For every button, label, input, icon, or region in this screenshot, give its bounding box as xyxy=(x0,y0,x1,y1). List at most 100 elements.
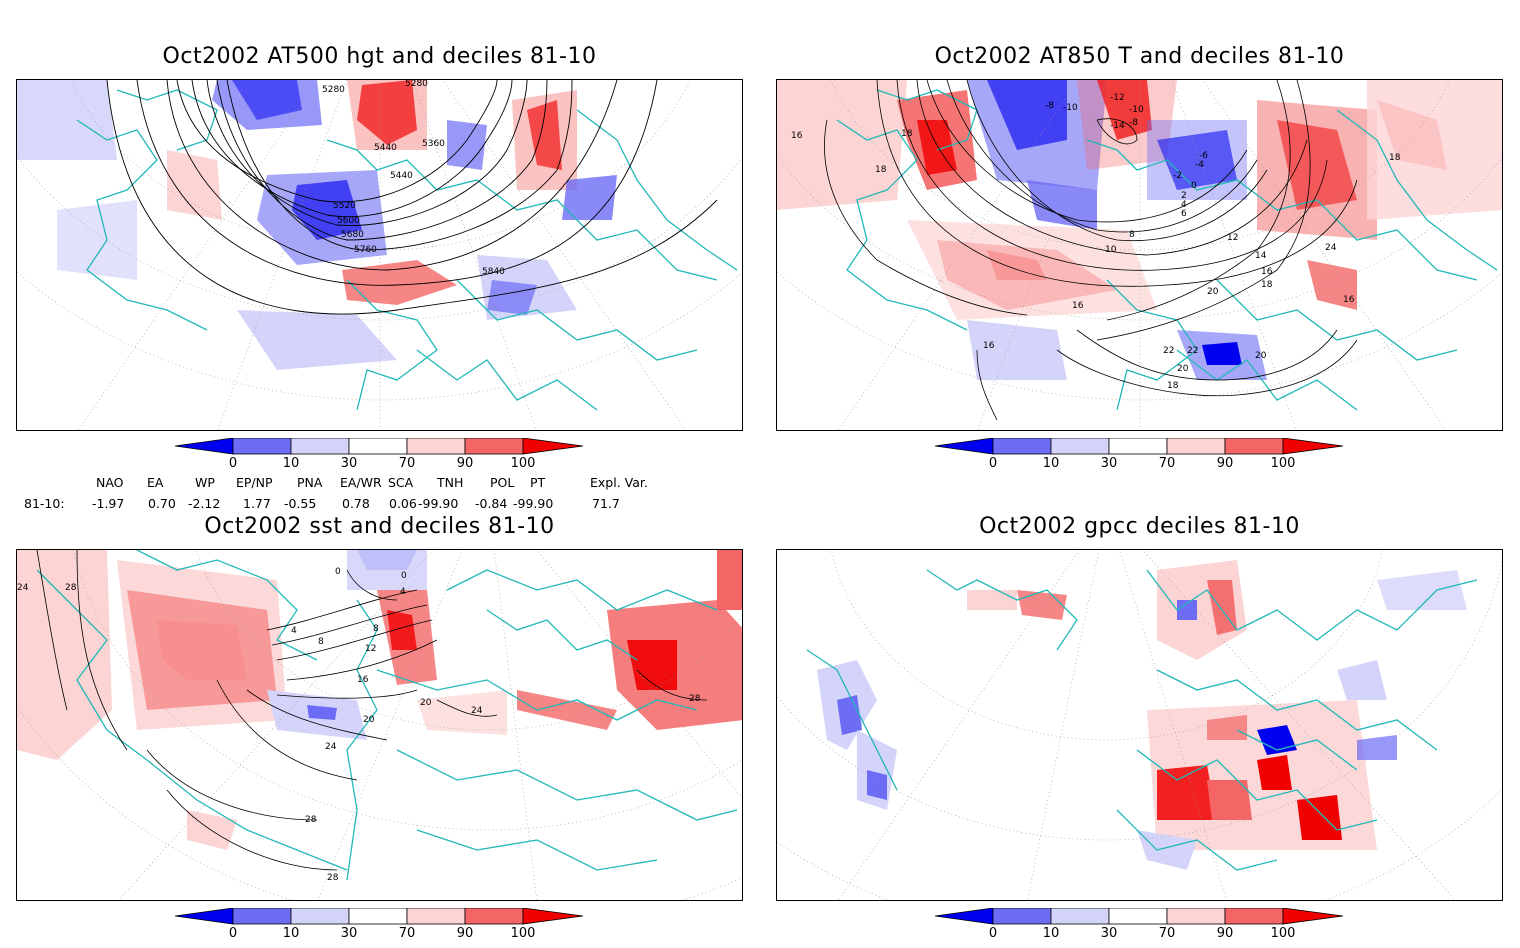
index-header: Expl. Var. xyxy=(590,475,648,490)
contour-label: 24 xyxy=(1325,243,1337,253)
contour-label: 28 xyxy=(689,694,701,704)
index-value-row: 81-10: -1.97 0.70 -2.12 1.77 -0.55 0.78 … xyxy=(0,496,700,512)
map-at500-hgt: 5280 5280 5360 5440 5440 5520 5600 5680 … xyxy=(16,79,743,431)
index-value: -0.84 xyxy=(475,496,508,511)
contour-label: 5760 xyxy=(354,245,377,255)
colorbar-label: 90 xyxy=(456,926,474,941)
colorbar-label: 90 xyxy=(456,456,474,471)
index-value: 1.77 xyxy=(243,496,271,511)
contour-label: 20 xyxy=(420,698,432,708)
contour-labels: 5280 5280 5360 5440 5440 5520 5600 5680 … xyxy=(322,80,505,277)
contour-label: 12 xyxy=(1227,233,1238,243)
panel-title-sst: Oct2002 sst and deciles 81-10 xyxy=(204,514,555,539)
contour-label: 20 xyxy=(1207,287,1219,297)
contour-label: -8 xyxy=(1129,118,1138,128)
index-header: WP xyxy=(195,475,215,490)
contour-labels: -12 -8 -10 -14 -10 -8 -6 -4 -2 0 2 4 6 8… xyxy=(791,93,1401,391)
contour-label: -14 xyxy=(1110,121,1125,131)
contour-label: 24 xyxy=(17,583,29,593)
contour-label: 22 xyxy=(1163,346,1174,356)
map-grid xyxy=(17,550,742,900)
contour-label: 18 xyxy=(1389,153,1401,163)
contour-label: 0 xyxy=(335,567,341,577)
contour-label: -8 xyxy=(1045,101,1054,111)
colorbar-label: 70 xyxy=(1158,456,1176,471)
coastlines xyxy=(836,89,1498,411)
contour-label: 16 xyxy=(791,131,803,141)
index-value: -99.90 xyxy=(418,496,459,511)
map-grid xyxy=(777,550,1502,900)
contour-label: 18 xyxy=(1261,280,1273,290)
colorbar-label: 10 xyxy=(1042,926,1060,941)
coastlines xyxy=(806,569,1478,871)
contour-label: 0 xyxy=(401,571,407,581)
index-header: PNA xyxy=(297,475,323,490)
index-header: PT xyxy=(530,475,546,490)
index-value: 0.78 xyxy=(342,496,370,511)
colorbar-label: 100 xyxy=(1270,926,1296,941)
contour-label: 5440 xyxy=(390,171,413,181)
contour-label: 20 xyxy=(1177,364,1189,374)
map-sst: 24 28 0 0 4 4 8 8 12 16 20 20 24 24 28 2… xyxy=(16,549,743,901)
sst-contours xyxy=(36,550,708,871)
colorbar-label: 100 xyxy=(510,926,536,941)
contour-label: 4 xyxy=(1181,200,1187,210)
contour-label: 4 xyxy=(400,587,406,597)
temperature-contours xyxy=(824,80,1358,421)
index-header: NAO xyxy=(96,475,124,490)
colorbar-label: 70 xyxy=(398,456,416,471)
decile-shading xyxy=(817,560,1467,870)
colorbar-label: 100 xyxy=(1270,456,1296,471)
colorbar-label: 30 xyxy=(340,456,358,471)
index-header: POL xyxy=(490,475,515,490)
contour-label: 5440 xyxy=(374,143,397,153)
decile-shading xyxy=(17,550,742,850)
index-value: 0.06 xyxy=(389,496,417,511)
colorbar-bottom-right: 0 10 30 70 90 100 xyxy=(934,907,1355,948)
contour-label: 28 xyxy=(65,583,77,593)
colorbar-label: 0 xyxy=(988,926,998,941)
contour-label: 14 xyxy=(1255,251,1267,261)
colorbar-label: 90 xyxy=(1216,926,1234,941)
contour-label: 5280 xyxy=(322,85,345,95)
index-value: -0.55 xyxy=(284,496,317,511)
colorbar-label: 0 xyxy=(228,456,238,471)
contour-label: 5680 xyxy=(341,230,364,240)
contour-label: 18 xyxy=(901,129,913,139)
colorbar-label: 90 xyxy=(1216,456,1234,471)
coastlines xyxy=(76,89,738,411)
colorbar-label: 70 xyxy=(398,926,416,941)
contour-label: 16 xyxy=(357,675,369,685)
index-value: 0.70 xyxy=(148,496,176,511)
index-header: EP/NP xyxy=(236,475,273,490)
contour-label: -2 xyxy=(1173,171,1182,181)
colorbar-label: 10 xyxy=(1042,456,1060,471)
panel-title-at850: Oct2002 AT850 T and deciles 81-10 xyxy=(934,44,1345,69)
contour-label: 4 xyxy=(291,626,297,636)
contour-label: 20 xyxy=(1255,351,1267,361)
contour-label: 28 xyxy=(305,815,317,825)
contour-label: 8 xyxy=(373,624,379,634)
index-header: SCA xyxy=(388,475,414,490)
index-row-label: 81-10: xyxy=(24,496,65,511)
panel-title-gpcc: Oct2002 gpcc deciles 81-10 xyxy=(979,514,1300,539)
contour-label: 16 xyxy=(1343,295,1355,305)
contour-label: 16 xyxy=(1072,301,1084,311)
map-grid xyxy=(17,80,742,430)
colorbar-label: 10 xyxy=(282,926,300,941)
contour-label: 16 xyxy=(1261,267,1273,277)
index-value: -99.90 xyxy=(513,496,554,511)
contour-label: 18 xyxy=(1167,381,1179,391)
colorbar-label: 0 xyxy=(228,926,238,941)
map-grid xyxy=(777,80,1502,430)
index-value: -1.97 xyxy=(92,496,125,511)
contour-label: 6 xyxy=(1181,209,1187,219)
contour-label: 16 xyxy=(983,341,995,351)
map-gpcc xyxy=(776,549,1503,901)
colorbar-label: 100 xyxy=(510,456,536,471)
contour-label: -12 xyxy=(1110,93,1125,103)
contour-label: 8 xyxy=(318,637,324,647)
decile-shading xyxy=(17,80,742,430)
colorbar-label: 70 xyxy=(1158,926,1176,941)
index-header-row: NAO EA WP EP/NP PNA EA/WR SCA TNH POL PT… xyxy=(0,475,700,491)
